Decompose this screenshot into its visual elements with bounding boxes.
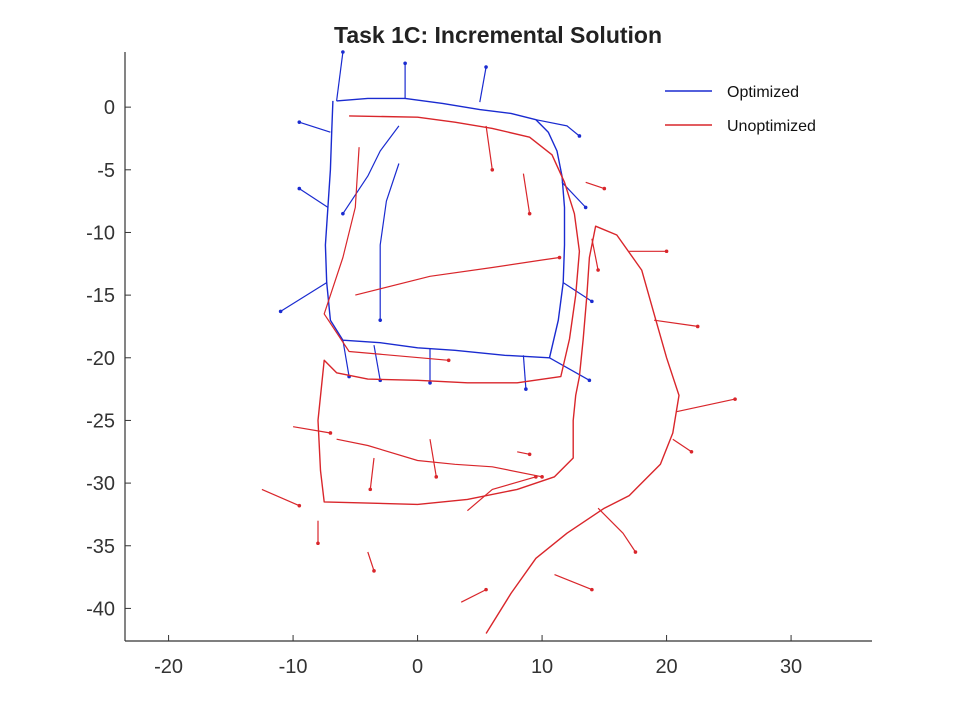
unoptimized-branch-end-point xyxy=(695,324,700,329)
optimized-branch-16 xyxy=(379,163,400,321)
optimized-branch-7 xyxy=(549,357,590,381)
unoptimized-branch-1 xyxy=(323,147,449,361)
optimized-branch-end-point xyxy=(587,378,592,383)
unoptimized-branch-end-point xyxy=(664,249,669,254)
unoptimized-branch-10 xyxy=(672,438,692,453)
optimized-branch-end-point xyxy=(278,309,283,314)
y-tick-label: -10 xyxy=(86,222,115,244)
unoptimized-branch-2 xyxy=(355,256,560,296)
y-tick-label: -20 xyxy=(86,348,115,370)
optimized-branch-11 xyxy=(522,355,527,390)
unoptimized-branch-22 xyxy=(467,476,537,512)
optimized-branch-15 xyxy=(342,125,400,215)
optimized-branch-end-point xyxy=(428,381,432,385)
unoptimized-branch-4 xyxy=(522,173,531,214)
optimized-branch-14 xyxy=(299,121,331,133)
unoptimized-branch-end-point xyxy=(434,475,439,479)
optimized-main-loop xyxy=(324,97,566,359)
unoptimized-branch-11 xyxy=(293,426,331,434)
unoptimized-branch-end-point xyxy=(297,503,302,508)
unoptimized-branch-end-point xyxy=(633,550,638,554)
unoptimized-branch-end-point xyxy=(534,475,538,479)
optimized-series xyxy=(278,50,594,391)
unoptimized-branch-end-point xyxy=(557,255,562,260)
unoptimized-branch-21 xyxy=(429,439,437,477)
unoptimized-branch-8 xyxy=(654,319,698,327)
unoptimized-branch-end-point xyxy=(328,431,333,435)
optimized-branch-4 xyxy=(535,119,580,137)
optimized-branch-end-point xyxy=(577,134,582,138)
unoptimized-branch-17 xyxy=(554,574,593,591)
optimized-branch-end-point xyxy=(297,186,302,191)
unoptimized-branch-16 xyxy=(597,507,636,553)
plot-area xyxy=(261,50,737,634)
y-tick-label: 0 xyxy=(104,97,115,119)
unoptimized-branch-end-point xyxy=(689,449,694,454)
unoptimized-branch-19 xyxy=(336,438,543,478)
unoptimized-branch-end-point xyxy=(372,569,376,573)
optimized-branch-end-point xyxy=(403,61,407,66)
optimized-branch-end-point xyxy=(590,299,594,304)
optimized-branch-3 xyxy=(479,66,487,103)
x-tick-label: 0 xyxy=(412,656,423,678)
unoptimized-branch-end-point xyxy=(733,397,737,401)
axes: -20 -10 0 10 20 30 0 -5 -10 -15 -20 -25 -30 -35 -40 xyxy=(86,52,872,678)
unoptimized-branch-14 xyxy=(367,551,375,571)
unoptimized-branch-end-point xyxy=(596,268,600,272)
optimized-branch-end-point xyxy=(341,50,345,54)
y-tick-label: -25 xyxy=(86,410,115,432)
optimized-branch-end-point xyxy=(297,120,302,124)
unoptimized-branch-end-point xyxy=(527,211,532,216)
y-tick-label: -35 xyxy=(86,536,115,558)
y-tick-label: -15 xyxy=(86,285,115,307)
optimized-branch-9 xyxy=(373,345,381,381)
optimized-branch-end-point xyxy=(583,205,588,210)
y-tick-label: -30 xyxy=(86,473,115,495)
x-tick-label: -10 xyxy=(279,656,308,678)
x-tick-label: 10 xyxy=(531,656,553,678)
legend: Optimized Unoptimized xyxy=(665,84,816,135)
optimized-branch-end-point xyxy=(524,387,528,391)
unoptimized-main-loop xyxy=(317,115,680,634)
optimized-branch-13 xyxy=(298,188,329,208)
unoptimized-branch-end-point xyxy=(540,475,544,479)
optimized-branch-end-point xyxy=(484,65,488,69)
legend-label-optimized: Optimized xyxy=(727,84,799,101)
unoptimized-branch-20 xyxy=(369,457,375,490)
optimized-branch-end-point xyxy=(341,211,345,216)
optimized-branch-1 xyxy=(336,51,344,101)
x-tick-label: 30 xyxy=(780,656,802,678)
legend-label-unoptimized: Unoptimized xyxy=(727,118,816,135)
unoptimized-branch-end-point xyxy=(602,186,607,191)
unoptimized-branch-end-point xyxy=(490,168,495,172)
chart-title: Task 1C: Incremental Solution xyxy=(334,22,662,48)
optimized-branch-end-point xyxy=(378,318,383,322)
unoptimized-branch-18 xyxy=(517,451,530,455)
optimized-branch-8 xyxy=(342,340,350,377)
y-tick-label: -40 xyxy=(86,598,115,620)
unoptimized-branch-5 xyxy=(585,181,605,190)
x-tick-label: -20 xyxy=(154,656,183,678)
unoptimized-branch-end-point xyxy=(484,587,488,592)
unoptimized-branch-9 xyxy=(676,398,736,413)
unoptimized-branch-end-point xyxy=(446,358,451,363)
unoptimized-series xyxy=(261,115,737,634)
unoptimized-branch-15 xyxy=(460,589,487,603)
unoptimized-branch-12 xyxy=(261,488,300,507)
unoptimized-branch-6 xyxy=(591,238,599,271)
y-tick-label: -5 xyxy=(97,160,115,182)
unoptimized-branch-end-point xyxy=(368,487,373,492)
optimized-branch-12 xyxy=(280,282,328,312)
unoptimized-branch-end-point xyxy=(527,452,532,457)
unoptimized-branch-3 xyxy=(485,125,493,170)
x-tick-label: 20 xyxy=(655,656,677,678)
unoptimized-branch-end-point xyxy=(316,541,320,546)
unoptimized-branch-end-point xyxy=(590,587,594,592)
